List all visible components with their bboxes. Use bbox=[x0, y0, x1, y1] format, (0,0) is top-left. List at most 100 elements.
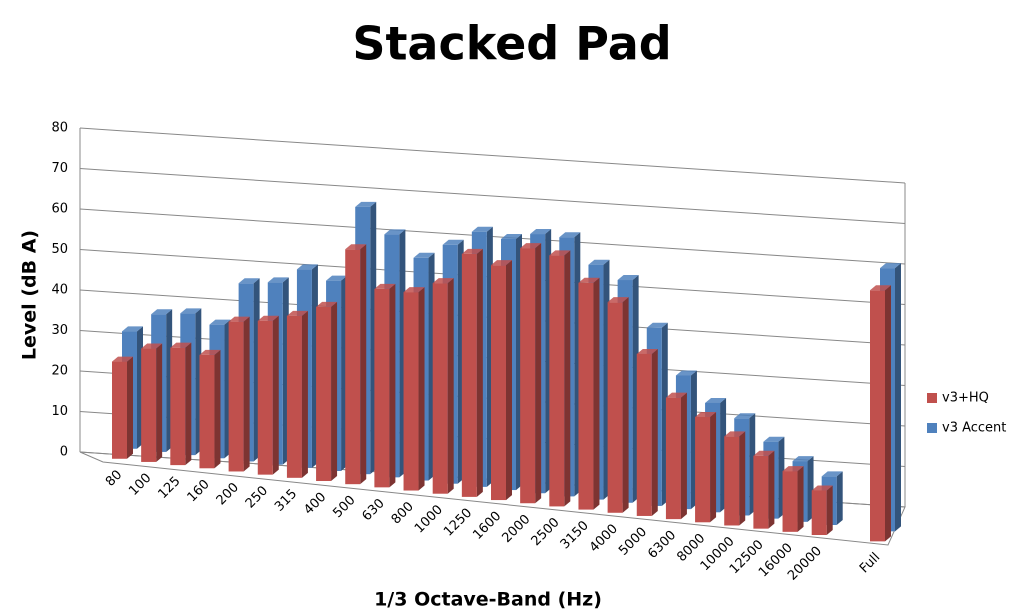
bar-top bbox=[345, 244, 367, 250]
bar-side bbox=[214, 349, 221, 469]
bar-top bbox=[549, 250, 571, 256]
bar-top bbox=[646, 322, 668, 328]
bar bbox=[665, 397, 681, 520]
x-tick-label: 125 bbox=[155, 474, 183, 502]
x-tick-label: Full bbox=[857, 550, 883, 576]
y-tick-label: 80 bbox=[51, 121, 68, 136]
bar-side bbox=[895, 263, 901, 532]
x-tick-label: 500 bbox=[330, 493, 358, 521]
bar-top bbox=[792, 456, 814, 462]
bar-top bbox=[559, 232, 581, 238]
bar bbox=[432, 283, 448, 494]
bar bbox=[782, 471, 798, 532]
bar-side bbox=[836, 471, 843, 526]
bar-side bbox=[651, 348, 658, 516]
x-tick-label: 160 bbox=[185, 477, 213, 505]
bar bbox=[636, 353, 652, 516]
bar bbox=[228, 321, 244, 472]
bar-top bbox=[461, 248, 483, 254]
bar-top bbox=[141, 343, 163, 349]
bar-top bbox=[267, 277, 289, 283]
x-tick-label: 5000 bbox=[616, 525, 650, 559]
bar bbox=[112, 361, 127, 459]
bar-top bbox=[491, 260, 512, 266]
bar-side bbox=[826, 485, 833, 536]
bar bbox=[695, 417, 711, 523]
bar bbox=[141, 348, 157, 462]
bar-top bbox=[374, 283, 396, 289]
bar-top bbox=[257, 315, 279, 321]
bar bbox=[170, 347, 186, 466]
bar-top bbox=[753, 450, 775, 456]
x-tick-label: 1000 bbox=[412, 502, 446, 536]
x-tick-label: 800 bbox=[389, 499, 417, 527]
legend-label: v3+HQ bbox=[942, 391, 989, 406]
x-tick-label: 6300 bbox=[645, 528, 679, 562]
bar-top bbox=[636, 348, 658, 354]
legend-swatch bbox=[927, 423, 937, 433]
x-tick-label: 400 bbox=[301, 490, 329, 518]
bar-side bbox=[360, 244, 367, 485]
bar-side bbox=[710, 412, 717, 523]
y-tick-label: 20 bbox=[51, 364, 68, 379]
bar-top bbox=[880, 263, 901, 269]
bar-top bbox=[122, 326, 143, 332]
bar-top bbox=[296, 264, 318, 270]
bar-top bbox=[442, 239, 464, 245]
bar-top bbox=[665, 392, 687, 398]
bar-top bbox=[180, 308, 202, 314]
x-tick-label: 1600 bbox=[470, 509, 504, 543]
chart-title: Stacked Pad bbox=[352, 17, 671, 71]
x-tick-label: 315 bbox=[272, 487, 300, 515]
bar bbox=[374, 288, 390, 488]
bar-top bbox=[763, 436, 785, 442]
bar-top bbox=[821, 471, 843, 477]
bar bbox=[403, 292, 419, 491]
bar bbox=[520, 248, 536, 504]
grid-line bbox=[79, 168, 906, 224]
x-tick-label: 4000 bbox=[587, 521, 621, 555]
bar-top bbox=[432, 278, 454, 284]
bar bbox=[345, 249, 361, 485]
bar-top bbox=[355, 201, 377, 207]
bar-side bbox=[680, 392, 687, 520]
y-axis-title: Level (dB A) bbox=[19, 230, 41, 360]
bar bbox=[811, 490, 827, 536]
x-tick-label: 250 bbox=[243, 483, 271, 511]
bar-side bbox=[418, 287, 425, 491]
bar-top bbox=[724, 431, 746, 437]
bar bbox=[257, 320, 273, 475]
bar-top bbox=[286, 310, 308, 316]
y-tick-label: 60 bbox=[51, 202, 68, 217]
x-axis-title: 1/3 Octave-Band (Hz) bbox=[374, 589, 602, 611]
bar-top bbox=[811, 485, 833, 491]
bar bbox=[607, 302, 623, 513]
bar-side bbox=[243, 316, 250, 472]
y-tick-label: 10 bbox=[51, 404, 68, 419]
x-tick-label: 2500 bbox=[529, 515, 563, 549]
bar-top bbox=[675, 370, 697, 376]
bar-side bbox=[185, 342, 192, 466]
x-tick-label: 3150 bbox=[558, 518, 592, 552]
bar-top bbox=[151, 309, 173, 315]
bar-side bbox=[331, 301, 338, 482]
bar-top bbox=[199, 349, 221, 355]
x-tick-label: 200 bbox=[214, 480, 242, 508]
bar-side bbox=[593, 277, 600, 510]
bar-side bbox=[739, 431, 746, 526]
bar bbox=[491, 265, 506, 501]
bar-top bbox=[413, 252, 435, 258]
y-tick-label: 40 bbox=[51, 283, 68, 298]
bar-top bbox=[617, 275, 639, 281]
bar bbox=[316, 306, 332, 482]
x-tick-label: 2000 bbox=[499, 512, 533, 546]
bar bbox=[461, 253, 477, 497]
bar bbox=[549, 255, 565, 507]
bar-top bbox=[520, 243, 542, 249]
y-tick-label: 50 bbox=[51, 242, 68, 257]
bar bbox=[578, 282, 594, 510]
bar-top bbox=[471, 226, 493, 232]
legend-label: v3 Accent bbox=[942, 421, 1006, 436]
y-tick-label: 30 bbox=[51, 323, 68, 338]
